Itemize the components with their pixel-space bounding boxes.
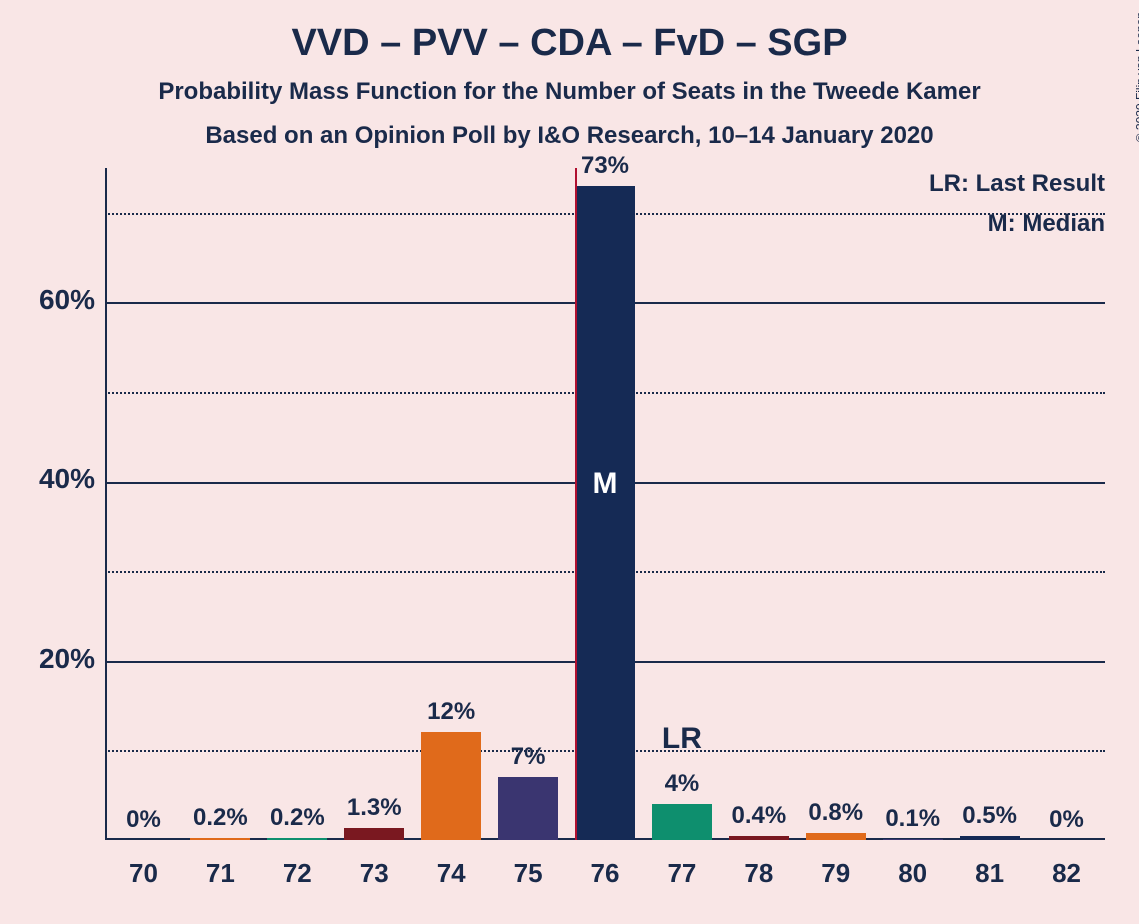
bar-value-label: 1.3%	[336, 794, 413, 822]
lr-marker: LR	[643, 722, 720, 756]
xtick-label: 80	[874, 858, 951, 889]
xtick-label: 77	[643, 858, 720, 889]
xtick-label: 76	[567, 858, 644, 889]
xtick-label: 75	[490, 858, 567, 889]
legend-m: M: Median	[988, 210, 1105, 238]
bar-value-label: 0.2%	[259, 804, 336, 832]
bar-value-label: 0.2%	[182, 804, 259, 832]
bar	[960, 836, 1020, 840]
ytick-label: 60%	[5, 284, 95, 316]
legend-lr: LR: Last Result	[929, 170, 1105, 198]
bar-value-label: 0.1%	[874, 805, 951, 833]
xtick-label: 74	[413, 858, 490, 889]
bar	[498, 777, 558, 840]
copyright-text: © 2020 Filip van Laenen	[1133, 12, 1139, 142]
median-line	[575, 168, 577, 840]
bar-value-label: 0%	[105, 806, 182, 834]
chart-subtitle-1: Probability Mass Function for the Number…	[0, 78, 1139, 106]
plot-area: 0%0.2%0.2%1.3%12%7%73%4%0.4%0.8%0.1%0.5%…	[105, 168, 1105, 840]
bar	[344, 828, 404, 840]
bar-value-label: 0.5%	[951, 802, 1028, 830]
bar-value-label: 4%	[643, 770, 720, 798]
chart-subtitle-2: Based on an Opinion Poll by I&O Research…	[0, 122, 1139, 150]
bar-value-label: 7%	[490, 743, 567, 771]
chart-title: VVD – PVV – CDA – FvD – SGP	[0, 22, 1139, 65]
ytick-label: 40%	[5, 463, 95, 495]
xtick-label: 72	[259, 858, 336, 889]
xtick-label: 82	[1028, 858, 1105, 889]
y-axis	[105, 168, 107, 840]
xtick-label: 81	[951, 858, 1028, 889]
bar	[729, 836, 789, 840]
bar-value-label: 0.8%	[797, 799, 874, 827]
bar	[806, 833, 866, 840]
xtick-label: 79	[797, 858, 874, 889]
median-marker: M	[575, 467, 635, 501]
bar	[652, 804, 712, 840]
bar-value-label: 73%	[567, 152, 644, 180]
bar-value-label: 12%	[413, 698, 490, 726]
bar	[267, 838, 327, 840]
chart-canvas: VVD – PVV – CDA – FvD – SGP Probability …	[0, 0, 1139, 924]
bar	[883, 839, 943, 840]
bar	[190, 838, 250, 840]
bar	[421, 732, 481, 840]
ytick-label: 20%	[5, 643, 95, 675]
xtick-label: 71	[182, 858, 259, 889]
xtick-label: 78	[720, 858, 797, 889]
bar-value-label: 0.4%	[720, 802, 797, 830]
bar	[575, 186, 635, 840]
bar-value-label: 0%	[1028, 806, 1105, 834]
xtick-label: 73	[336, 858, 413, 889]
xtick-label: 70	[105, 858, 182, 889]
